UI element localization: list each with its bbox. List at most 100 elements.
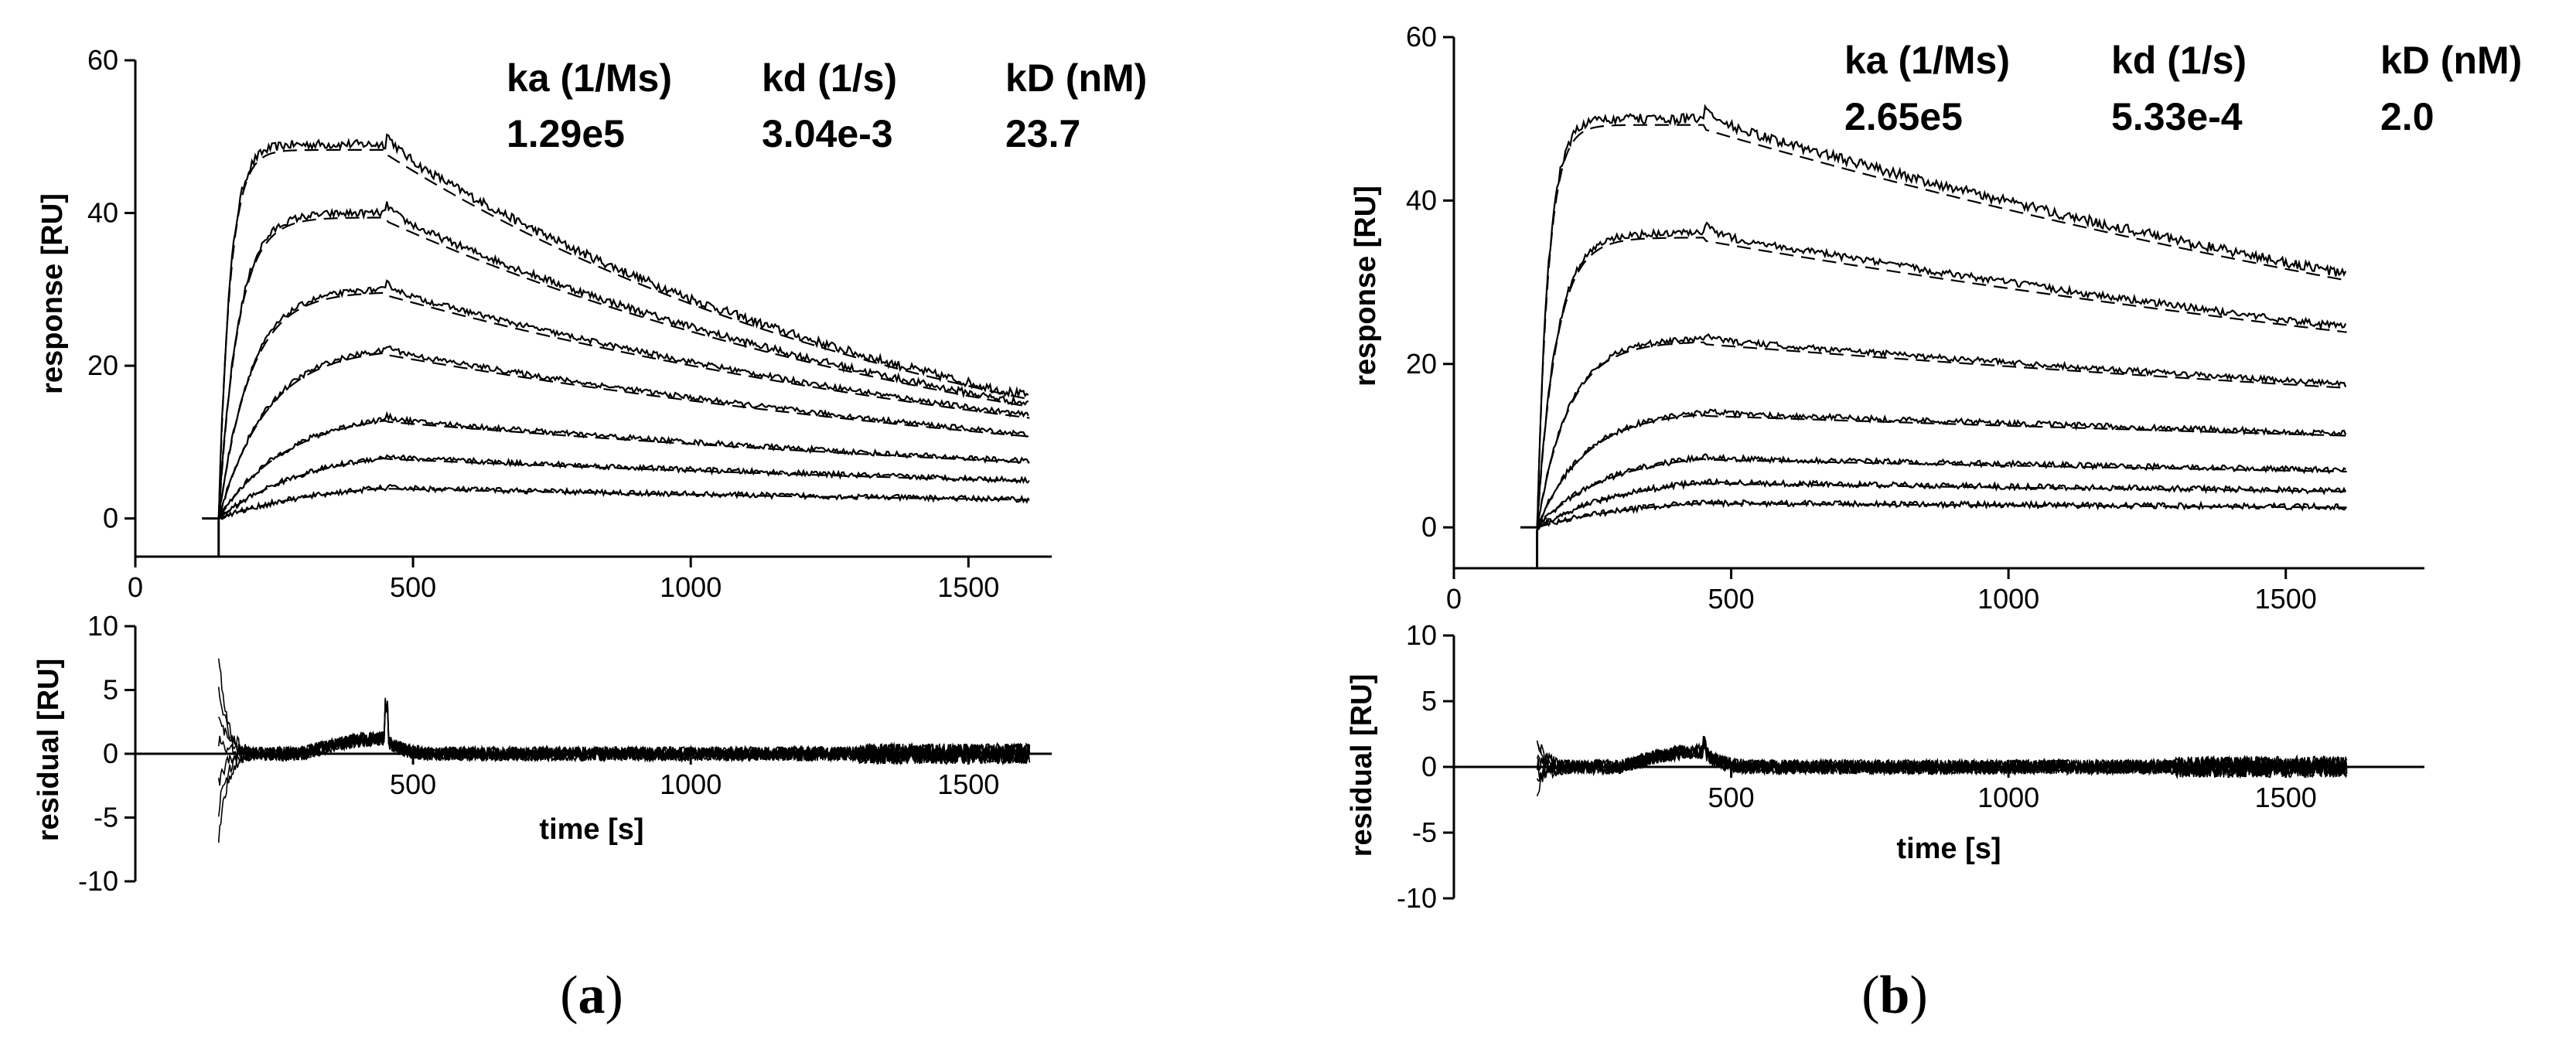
panel-a-residual-trace-7 [217, 658, 1030, 765]
panel-b-ka-value: 2.65e5 [1844, 95, 1963, 138]
panel-a: 0 20 40 60 0 500 1000 1500 response [RU] ka (1/… [32, 44, 1147, 1025]
panel-b-fit-curve-4 [1536, 414, 2347, 528]
panel-b-data-curve-5 [1536, 453, 2346, 530]
panel-a-ylabel: response [RU] [36, 193, 69, 394]
panel-b-residual-curves [1536, 735, 2348, 797]
panel-a-label: (a) [560, 966, 623, 1025]
panel-a-sensorgram-axes: 0 20 40 60 0 500 1000 1500 [87, 44, 1052, 603]
panel-b-residual-ytick-label: -5 [1412, 816, 1437, 848]
panel-b-residual-ytick-label: -10 [1397, 882, 1437, 914]
panel-b-xlabel: time [s] [1896, 833, 2001, 865]
panel-a-fit-curve-2 [217, 216, 1030, 519]
panel-b-sensorgram-ytick-label: 20 [1406, 348, 1437, 380]
panel-a-sensorgram-ytick-label: 40 [87, 197, 118, 229]
panel-b-label-open: ( [1861, 966, 1879, 1025]
panel-a-residuals: -10 -5 0 5 10 500 1000 1500 residual [RU] time … [32, 610, 1052, 897]
panel-a-residual-ytick-label: -10 [78, 865, 118, 897]
panel-a-residual-curves [217, 658, 1031, 843]
panel-a-residual-ytick-label: 0 [103, 738, 118, 769]
panel-b-residual-ytick-label: 0 [1421, 751, 1437, 782]
panel-a-residual-ylabel: residual [RU] [32, 659, 65, 841]
panel-b-data-curve-2 [1536, 221, 2347, 530]
panel-b-residual-ytick-label: 5 [1421, 685, 1437, 717]
panel-a-residual-xtick-label: 500 [390, 768, 436, 800]
panel-a-residual-ytick-label: 5 [103, 674, 118, 706]
panel-b-ylabel: response [RU] [1349, 186, 1382, 387]
panel-b-KD-value: 2.0 [2380, 95, 2434, 138]
panel-a-data-curve-4 [217, 345, 1029, 522]
panel-b-kd-value: 5.33e-4 [2111, 95, 2243, 138]
panel-b-label-close: ) [1909, 966, 1927, 1025]
panel-a-label-letter: a [578, 966, 606, 1025]
panel-a-fit-curve-5 [217, 419, 1030, 520]
panel-a-fit-curve-1 [217, 148, 1030, 519]
panel-b-fit-curve-3 [1536, 341, 2347, 528]
panel-a-sensorgram-ytick-label: 20 [87, 349, 118, 381]
panel-a-residual-xtick-label: 1000 [660, 768, 722, 800]
panel-b-ka-header: ka (1/Ms) [1844, 39, 2010, 82]
panel-b-data-curve-7 [1536, 499, 2346, 530]
panel-b-sensorgram-ytick-label: 40 [1406, 184, 1437, 216]
panel-b-sensorgram-axes: 0 20 40 60 0 500 1000 1500 [1406, 21, 2424, 615]
panel-a-ka-header: ka (1/Ms) [507, 56, 672, 100]
panel-a-sensorgram-curves [202, 133, 1030, 557]
panel-a-data-curve-2 [217, 201, 1029, 521]
panel-a-sensorgram-ytick-label: 60 [87, 44, 118, 76]
panel-a-sensorgram-xtick-label: 0 [128, 571, 143, 603]
panel-b-sensorgram-ytick-label: 60 [1406, 21, 1437, 53]
panel-b-data-curve-3 [1536, 332, 2347, 530]
panel-b-sensorgram-curves [1520, 104, 2347, 568]
panel-b-kd-header: kd (1/s) [2111, 39, 2247, 82]
panel-b-kinetics-table: ka (1/Ms) kd (1/s) kD (nM) 2.65e5 5.33e-… [1844, 39, 2522, 138]
panel-b-data-curve-4 [1537, 408, 2347, 527]
panel-a-kinetics-table: ka (1/Ms) kd (1/s) kD (nM) 1.29e5 3.04e-… [507, 56, 1147, 155]
panel-a-kd-value: 3.04e-3 [762, 112, 893, 155]
panel-a-residual-xtick-label: 1500 [937, 768, 999, 800]
panel-b-data-curve-1 [1536, 104, 2347, 533]
panel-b-fit-curve-7 [1537, 502, 2347, 529]
panel-b-residual-ylabel: residual [RU] [1346, 674, 1378, 857]
panel-a-label-close: ) [606, 966, 623, 1025]
panel-b-sensorgram: 0 20 40 60 0 500 1000 1500 response [RU] [1349, 21, 2424, 615]
panel-a-residual-ytick-label: 10 [87, 610, 118, 642]
panel-b-residual-xtick-label: 500 [1708, 782, 1755, 813]
panel-a-sensorgram-xtick-label: 1000 [660, 571, 722, 603]
panel-b-sensorgram-ytick-label: 0 [1421, 511, 1437, 543]
panel-a-fit-curve-6 [218, 457, 1030, 520]
panel-b-residuals: -10 -5 0 5 10 500 1000 1500 residual [RU] time … [1346, 619, 2424, 914]
panel-a-kd-header: kd (1/s) [762, 56, 897, 100]
panel-a-label-open: ( [560, 966, 578, 1025]
panel-b-label: (b) [1861, 966, 1928, 1025]
panel-b-sensorgram-xtick-label: 1500 [2255, 583, 2317, 615]
panel-a-KD-value: 23.7 [1005, 112, 1080, 155]
panel-a-fit-curve-3 [217, 291, 1030, 519]
panel-a-sensorgram-xtick-label: 500 [390, 571, 436, 603]
panel-b: 0 20 40 60 0 500 1000 1500 response [RU] ka (1/… [1346, 21, 2522, 1025]
panel-b-residual-trace-7 [1536, 735, 2348, 779]
panel-b-fit-curve-6 [1537, 482, 2347, 529]
panel-a-sensorgram-ytick-label: 0 [103, 503, 118, 534]
panel-b-label-letter: b [1880, 966, 1910, 1025]
panel-b-sensorgram-xtick-label: 0 [1446, 583, 1462, 615]
panel-b-residual-ytick-label: 10 [1406, 619, 1437, 651]
panel-b-fit-curve-2 [1536, 237, 2347, 528]
panel-a-fit-curve-4 [217, 352, 1030, 519]
panel-b-residual-xtick-label: 1000 [1977, 782, 2039, 813]
panel-b-sensorgram-xtick-label: 1000 [1977, 583, 2039, 615]
panel-a-fit-curve-7 [218, 487, 1030, 520]
panel-b-residual-xtick-label: 1500 [2255, 782, 2317, 813]
panel-a-data-curve-1 [217, 133, 1029, 523]
panel-b-fit-curve-5 [1536, 458, 2347, 528]
panel-b-KD-header: kD (nM) [2380, 39, 2522, 82]
panel-a-ka-value: 1.29e5 [507, 112, 625, 155]
panel-b-sensorgram-xtick-label: 500 [1708, 583, 1755, 615]
panel-b-fit-curve-1 [1536, 124, 2347, 528]
panel-a-sensorgram: 0 20 40 60 0 500 1000 1500 response [RU] [36, 44, 1052, 603]
panel-a-sensorgram-xtick-label: 1500 [937, 571, 999, 603]
panel-b-residual-axes: -10 -5 0 5 10 500 1000 1500 [1397, 619, 2424, 914]
panel-a-data-curve-3 [217, 279, 1029, 520]
panel-a-data-curve-7 [217, 483, 1029, 520]
panel-a-xlabel: time [s] [539, 813, 643, 846]
panel-a-KD-header: kD (nM) [1005, 56, 1147, 100]
